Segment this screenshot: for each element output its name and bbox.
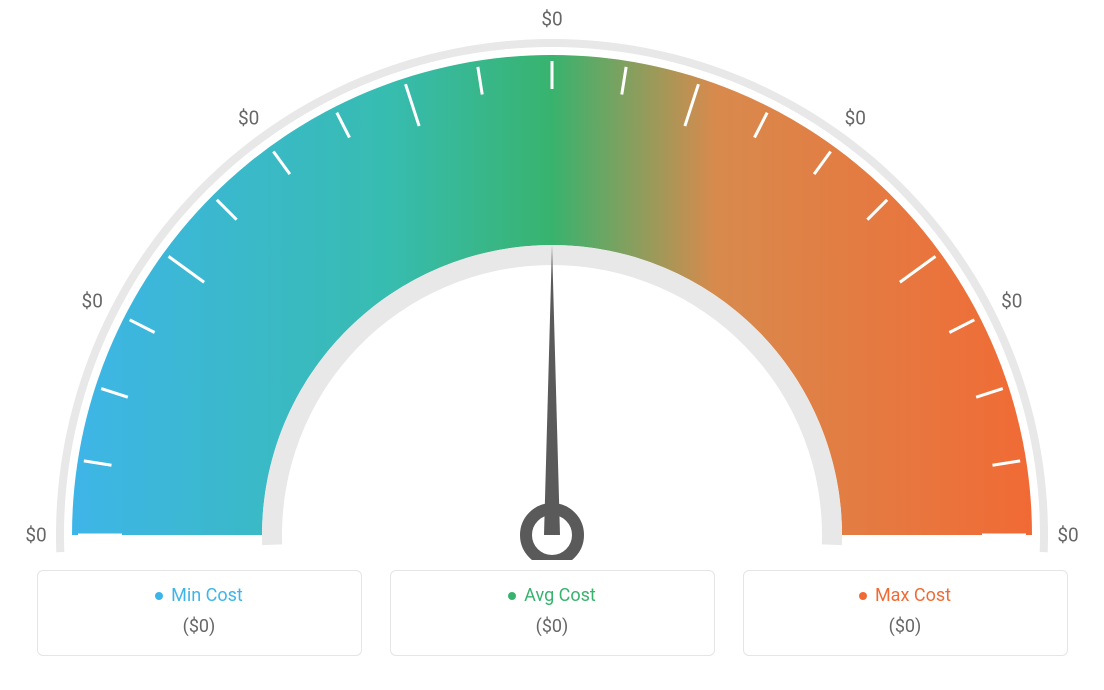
scale-label-0: $0 <box>25 524 46 547</box>
legend-value-max: ($0) <box>889 616 922 637</box>
legend-dot-min <box>155 592 163 600</box>
legend-card-min: Min Cost ($0) <box>37 570 362 656</box>
scale-label-5: $0 <box>1001 289 1022 312</box>
scale-label-4: $0 <box>845 106 866 129</box>
legend-top-min: Min Cost <box>155 585 243 606</box>
gauge-svg <box>0 0 1104 560</box>
gauge-chart: $0 $0 $0 $0 $0 $0 $0 <box>0 0 1104 560</box>
legend-label-min: Min Cost <box>171 585 243 606</box>
legend-value-avg: ($0) <box>536 616 569 637</box>
scale-label-3: $0 <box>541 8 562 31</box>
legend-top-max: Max Cost <box>859 585 951 606</box>
cost-gauge-container: $0 $0 $0 $0 $0 $0 $0 Min Cost ($0) Avg Cost ($… <box>0 0 1104 690</box>
legend-card-max: Max Cost ($0) <box>743 570 1068 656</box>
legend-value-min: ($0) <box>183 616 216 637</box>
legend-card-avg: Avg Cost ($0) <box>390 570 715 656</box>
legend-row: Min Cost ($0) Avg Cost ($0) Max Cost ($0… <box>37 570 1068 656</box>
scale-label-2: $0 <box>238 106 259 129</box>
legend-dot-max <box>859 592 867 600</box>
legend-label-max: Max Cost <box>875 585 951 606</box>
legend-label-avg: Avg Cost <box>524 585 596 606</box>
scale-label-1: $0 <box>82 289 103 312</box>
scale-label-6: $0 <box>1057 524 1078 547</box>
legend-dot-avg <box>508 592 516 600</box>
legend-top-avg: Avg Cost <box>508 585 596 606</box>
